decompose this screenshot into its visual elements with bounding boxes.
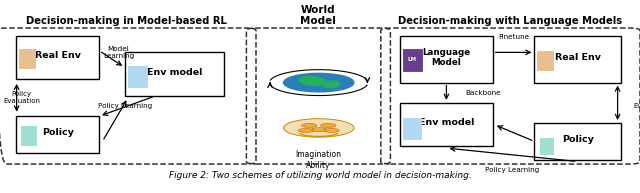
Circle shape [301, 123, 317, 127]
FancyBboxPatch shape [16, 36, 99, 79]
Text: Real Env: Real Env [35, 51, 81, 60]
Circle shape [284, 73, 354, 92]
Text: Figure 2: Two schemes of utilizing world model in decision-making.: Figure 2: Two schemes of utilizing world… [168, 171, 472, 180]
Text: Policy: Policy [562, 135, 593, 144]
Text: Decision-making in Model-based RL: Decision-making in Model-based RL [26, 16, 227, 26]
Circle shape [311, 128, 326, 132]
Text: Finetune: Finetune [498, 34, 529, 40]
FancyBboxPatch shape [19, 49, 36, 69]
Text: Decision-making with Language Models: Decision-making with Language Models [398, 16, 623, 26]
FancyBboxPatch shape [537, 51, 554, 71]
FancyBboxPatch shape [534, 36, 621, 83]
Text: Policy Learning: Policy Learning [98, 103, 152, 109]
FancyBboxPatch shape [540, 138, 554, 155]
Ellipse shape [299, 76, 326, 85]
Text: Env model: Env model [147, 68, 202, 77]
Circle shape [298, 129, 314, 132]
Text: Policy
Evaluation: Policy Evaluation [3, 91, 40, 104]
Text: Model
Learning: Model Learning [103, 46, 134, 59]
Text: Language
Model: Language Model [422, 48, 470, 67]
FancyBboxPatch shape [21, 126, 37, 146]
FancyBboxPatch shape [125, 52, 224, 96]
FancyBboxPatch shape [403, 49, 422, 71]
Text: World
Model: World Model [300, 5, 337, 26]
FancyBboxPatch shape [400, 103, 493, 146]
Text: Imagination
Ability: Imagination Ability [296, 150, 341, 169]
FancyBboxPatch shape [400, 36, 493, 83]
Text: Policy
Evaluation: Policy Evaluation [634, 96, 640, 109]
Text: Policy: Policy [42, 129, 74, 137]
FancyBboxPatch shape [16, 116, 99, 153]
Circle shape [324, 129, 339, 132]
FancyBboxPatch shape [534, 123, 621, 160]
Text: LM: LM [408, 58, 417, 63]
Text: Backbone: Backbone [466, 90, 501, 96]
Text: Real Env: Real Env [555, 53, 600, 62]
Circle shape [321, 123, 336, 127]
Text: Policy Learning: Policy Learning [485, 167, 539, 173]
Ellipse shape [323, 81, 340, 88]
Text: Env model: Env model [419, 118, 474, 127]
Circle shape [284, 119, 354, 137]
FancyBboxPatch shape [403, 118, 422, 140]
FancyBboxPatch shape [128, 66, 148, 88]
